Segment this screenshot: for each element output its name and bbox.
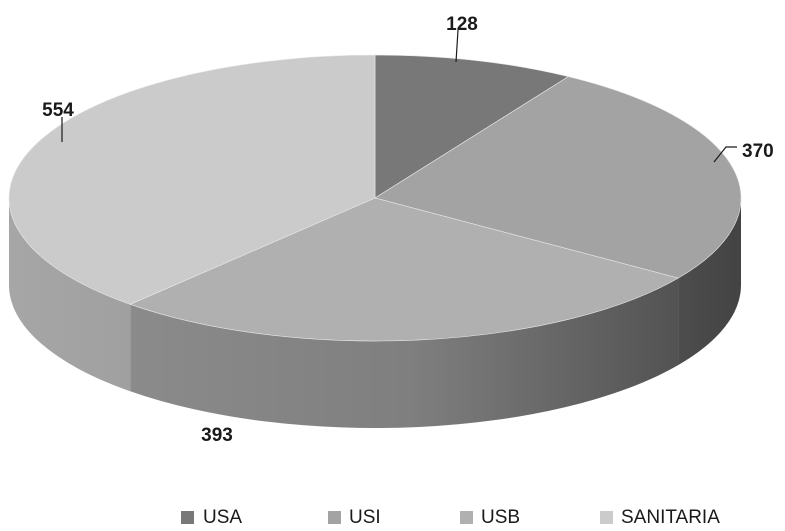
data-labels: 128 370 393 554 bbox=[42, 14, 774, 446]
leader-line-usi bbox=[713, 146, 737, 163]
data-label-usb: 393 bbox=[201, 425, 233, 446]
legend-item-usb: USB bbox=[460, 507, 520, 528]
legend-swatch-sanitaria bbox=[600, 511, 613, 524]
legend-item-usa: USA bbox=[181, 507, 242, 528]
data-label-sanitaria: 554 bbox=[42, 100, 74, 121]
pie-tops bbox=[8, 54, 742, 342]
data-label-usi: 370 bbox=[742, 141, 774, 162]
data-label-usa: 128 bbox=[446, 14, 478, 35]
leader-line-usa bbox=[455, 29, 459, 63]
legend-label-usi: USI bbox=[349, 507, 381, 528]
legend-item-sanitaria: SANITARIA bbox=[600, 507, 720, 528]
legend-swatch-usb bbox=[460, 511, 473, 524]
legend: USA USI USB SANITARIA bbox=[181, 507, 720, 528]
legend-label-sanitaria: SANITARIA bbox=[621, 507, 720, 528]
slice-usb bbox=[129, 197, 679, 342]
legend-label-usb: USB bbox=[481, 507, 520, 528]
legend-label-usa: USA bbox=[203, 507, 242, 528]
legend-item-usi: USI bbox=[328, 507, 381, 528]
slice-usi bbox=[374, 76, 742, 279]
legend-swatch-usi bbox=[328, 511, 341, 524]
slice-sanitaria bbox=[8, 54, 376, 305]
legend-swatch-usa bbox=[181, 511, 194, 524]
slice-usa bbox=[374, 54, 570, 199]
side-shading bbox=[9, 198, 741, 428]
